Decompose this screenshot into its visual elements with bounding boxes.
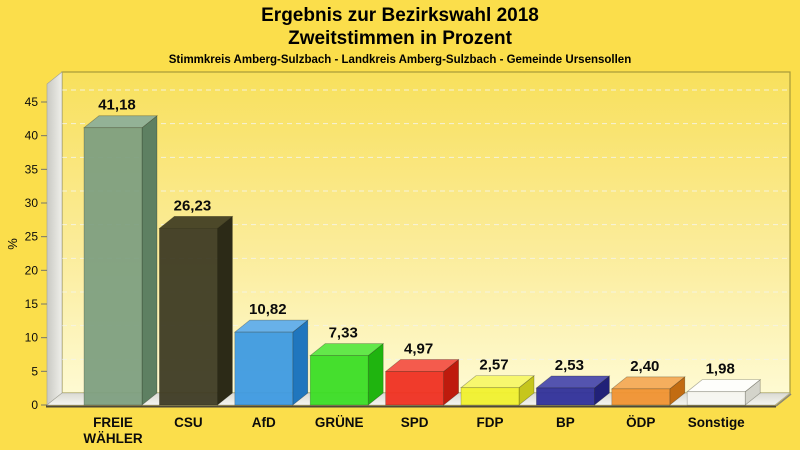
bar-value-label: 2,57	[479, 357, 508, 374]
bar-category-label: SPD	[401, 415, 429, 430]
y-tick-label: 45	[25, 95, 39, 109]
bar-value-label: 4,97	[404, 341, 433, 358]
y-tick-label: 10	[25, 331, 39, 345]
bar-side-face	[292, 319, 309, 406]
bar-front-face	[309, 355, 369, 406]
y-tick-label: 0	[31, 398, 38, 412]
floor-right-edge	[775, 393, 792, 407]
chart-title-line1: Ergebnis zur Bezirkswahl 2018	[261, 5, 539, 26]
bar-front-face	[385, 371, 444, 406]
bar-front-face	[460, 387, 520, 406]
bar-side-face	[217, 215, 233, 406]
y-tick-label: 15	[25, 297, 39, 311]
bar-value-label: 2,53	[555, 357, 584, 374]
bar-category-label: GRÜNE	[315, 415, 364, 430]
y-tick-label: 40	[25, 129, 39, 143]
bar-front-face	[234, 331, 294, 406]
bar-front-face	[611, 388, 671, 406]
bar-value-label: 26,23	[174, 197, 212, 214]
bar-category-label: WÄHLER	[83, 431, 142, 446]
bar-category-label: BP	[556, 415, 575, 430]
bar-front-face	[83, 127, 143, 406]
bar-front-face	[536, 387, 595, 406]
bar-category-label: CSU	[174, 415, 203, 430]
chart-title-line2: Zweitstimmen in Prozent	[288, 28, 512, 49]
bar-category-label: FDP	[477, 415, 504, 430]
y-tick-label: 35	[25, 162, 39, 176]
y-axis-title: %	[5, 238, 20, 250]
bar-front-face	[159, 228, 218, 406]
bar-value-label: 41,18	[98, 97, 136, 114]
bar-category-label: ÖDP	[626, 415, 655, 430]
bar-side-face	[141, 114, 158, 406]
bar-value-label: 7,33	[329, 325, 358, 342]
bar-value-label: 1,98	[706, 361, 735, 378]
y-tick-label: 20	[25, 263, 39, 277]
y-tick-label: 30	[25, 196, 39, 210]
bar-category-label: Sonstige	[688, 415, 745, 430]
plot-left-wall	[46, 71, 63, 406]
bar-front-face	[686, 391, 746, 406]
bar-value-label: 2,40	[630, 358, 659, 375]
bar-value-label: 10,82	[249, 301, 287, 318]
bar-category-label: FREIE	[93, 415, 133, 430]
bar-category-label: AfD	[252, 415, 276, 430]
chart-subtitle: Stimmkreis Amberg-Sulzbach - Landkreis A…	[168, 54, 632, 66]
y-tick-label: 25	[25, 230, 39, 244]
y-tick-label: 5	[31, 364, 38, 378]
